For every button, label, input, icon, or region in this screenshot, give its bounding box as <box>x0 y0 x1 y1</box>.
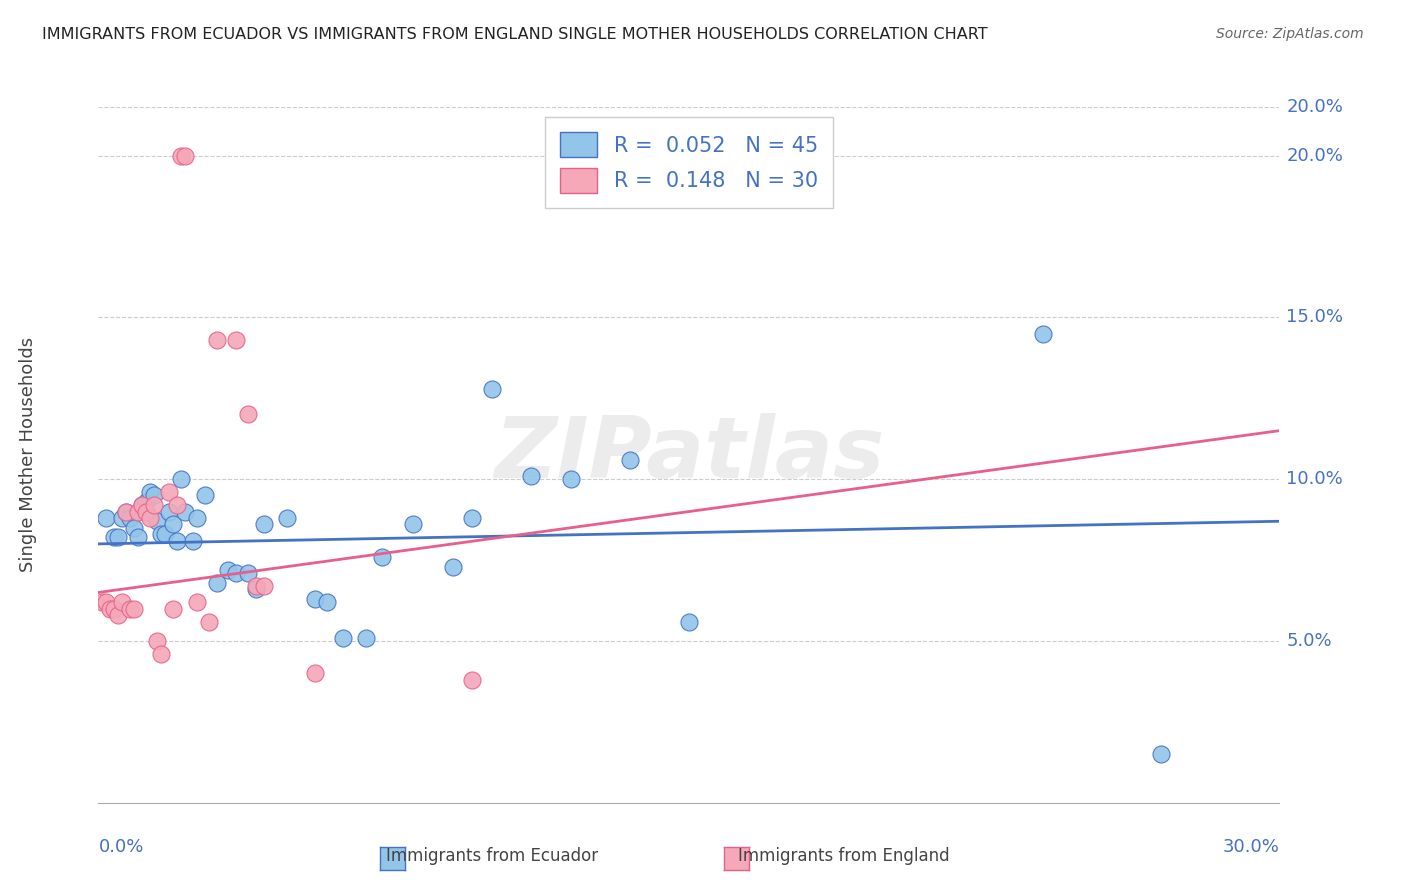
Point <box>122 601 145 615</box>
Point <box>131 498 153 512</box>
Point <box>371 549 394 564</box>
Point <box>194 488 217 502</box>
Point <box>205 575 228 590</box>
Point <box>1032 326 1054 341</box>
Point <box>481 382 503 396</box>
Point <box>245 582 267 597</box>
Point <box>142 498 165 512</box>
Point <box>170 472 193 486</box>
Point <box>162 517 184 532</box>
Point <box>142 488 165 502</box>
Point <box>103 531 125 545</box>
Point <box>217 563 239 577</box>
Text: 20.0%: 20.0% <box>1286 98 1343 116</box>
Point <box>118 511 141 525</box>
Point <box>174 504 197 518</box>
Point <box>118 601 141 615</box>
Point <box>150 527 173 541</box>
Text: 20.0%: 20.0% <box>1286 146 1343 165</box>
Point <box>157 485 180 500</box>
Point <box>127 504 149 518</box>
Point <box>138 511 160 525</box>
Text: 15.0%: 15.0% <box>1286 309 1344 326</box>
Point <box>236 566 259 580</box>
Point <box>304 591 326 606</box>
Point <box>96 511 118 525</box>
Text: 5.0%: 5.0% <box>1286 632 1331 650</box>
Point <box>520 469 543 483</box>
Text: 10.0%: 10.0% <box>1286 470 1343 488</box>
Point <box>166 498 188 512</box>
Point <box>619 452 641 467</box>
Legend: R =  0.052   N = 45, R =  0.148   N = 30: R = 0.052 N = 45, R = 0.148 N = 30 <box>546 118 832 208</box>
Point <box>98 601 121 615</box>
Point <box>304 666 326 681</box>
Point <box>1150 747 1173 762</box>
Point <box>115 504 138 518</box>
Point <box>170 148 193 162</box>
Point <box>138 485 160 500</box>
Point <box>174 148 197 162</box>
Point <box>354 631 377 645</box>
Point <box>146 514 169 528</box>
Point <box>461 673 484 687</box>
Point <box>186 595 208 609</box>
Point <box>155 527 177 541</box>
Point <box>225 566 247 580</box>
Text: Source: ZipAtlas.com: Source: ZipAtlas.com <box>1216 27 1364 41</box>
Point <box>253 517 276 532</box>
Point <box>560 472 582 486</box>
Point <box>186 511 208 525</box>
Point <box>131 498 153 512</box>
Point <box>276 511 298 525</box>
Text: ZIPatlas: ZIPatlas <box>494 413 884 497</box>
Point <box>166 533 188 548</box>
Point <box>402 517 425 532</box>
Point <box>111 511 134 525</box>
Point <box>103 601 125 615</box>
Point <box>461 511 484 525</box>
Point <box>253 579 276 593</box>
Text: 30.0%: 30.0% <box>1223 838 1279 856</box>
Point <box>236 408 259 422</box>
Point <box>107 608 129 623</box>
Point <box>135 495 157 509</box>
Point <box>127 531 149 545</box>
Point <box>135 504 157 518</box>
Point <box>107 531 129 545</box>
Point <box>332 631 354 645</box>
Point <box>146 634 169 648</box>
Point <box>225 333 247 347</box>
Text: 0.0%: 0.0% <box>98 838 143 856</box>
Point <box>115 504 138 518</box>
Point <box>91 595 114 609</box>
Point <box>111 595 134 609</box>
Point <box>678 615 700 629</box>
Text: Immigrants from Ecuador: Immigrants from Ecuador <box>387 847 598 865</box>
Point <box>315 595 337 609</box>
Point <box>197 615 219 629</box>
Text: Single Mother Households: Single Mother Households <box>20 337 37 573</box>
Point <box>181 533 204 548</box>
Point <box>162 601 184 615</box>
Point <box>157 504 180 518</box>
Point <box>150 647 173 661</box>
Text: IMMIGRANTS FROM ECUADOR VS IMMIGRANTS FROM ENGLAND SINGLE MOTHER HOUSEHOLDS CORR: IMMIGRANTS FROM ECUADOR VS IMMIGRANTS FR… <box>42 27 988 42</box>
Point <box>245 579 267 593</box>
Point <box>205 333 228 347</box>
Text: Immigrants from England: Immigrants from England <box>738 847 949 865</box>
Point <box>122 521 145 535</box>
Point <box>441 559 464 574</box>
Point <box>96 595 118 609</box>
